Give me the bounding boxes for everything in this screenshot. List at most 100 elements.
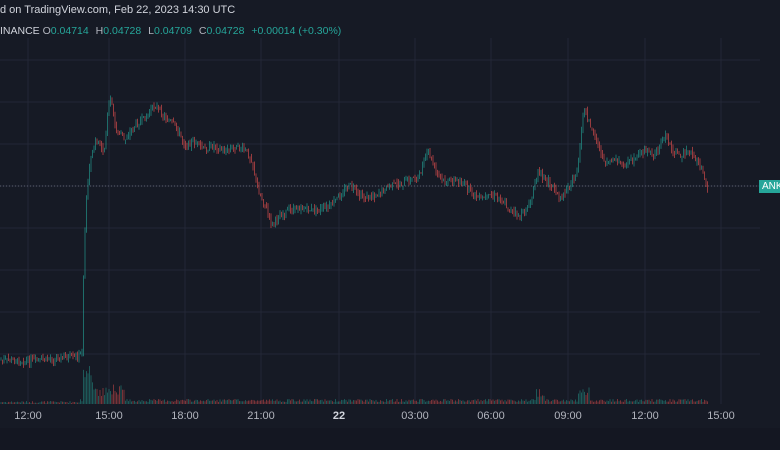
volume-bar: [396, 399, 398, 404]
volume-bar: [543, 395, 545, 404]
volume-bar: [86, 371, 87, 404]
volume-bar: [123, 389, 125, 404]
volume-bar: [149, 399, 150, 404]
volume-bar: [677, 401, 678, 404]
volume-bar: [545, 400, 546, 404]
ohlc-legend: INANCE O0.04714 H0.04728 L0.04709 C0.047…: [0, 25, 341, 37]
volume-bar: [558, 401, 560, 404]
volume-bar: [185, 400, 186, 404]
volume-bar: [528, 400, 530, 404]
volume-bar: [611, 401, 612, 404]
volume-bar: [305, 400, 306, 404]
volume-bar: [285, 401, 287, 404]
volume-bar: [80, 399, 81, 404]
volume-bar: [108, 389, 110, 404]
volume-bar: [41, 401, 42, 404]
volume-bar: [138, 400, 140, 404]
volume-bar: [533, 399, 534, 404]
volume-bar: [539, 389, 540, 404]
price-chart[interactable]: [0, 0, 780, 404]
volume-bar: [14, 402, 15, 404]
volume-bar: [486, 401, 488, 404]
volume-bar: [183, 400, 185, 404]
volume-bar: [366, 399, 368, 404]
volume-bar: [557, 399, 558, 404]
volume-bar: [198, 401, 200, 404]
volume-bar: [17, 401, 18, 404]
volume-bar: [407, 401, 408, 404]
volume-bar: [165, 401, 167, 404]
volume-bar: [353, 400, 354, 404]
volume-bar: [422, 399, 423, 404]
volume-bar: [255, 401, 257, 404]
volume-bar: [674, 400, 675, 404]
volume-bar: [59, 402, 60, 404]
volume-bar: [107, 392, 108, 404]
close-value: 0.04728: [206, 25, 245, 37]
volume-bar: [578, 393, 579, 404]
volume-bar: [206, 400, 207, 404]
volume-bar: [167, 400, 168, 404]
volume-bar: [468, 400, 470, 404]
volume-bar: [552, 399, 554, 404]
volume-bar: [707, 401, 708, 404]
volume-bar: [237, 399, 239, 404]
volume-bar: [276, 399, 278, 404]
volume-bar: [632, 401, 633, 404]
volume-bar: [641, 399, 642, 404]
open-label: O: [42, 25, 51, 37]
volume-bar: [467, 400, 468, 404]
volume-bar: [443, 399, 444, 404]
volume-bar: [404, 401, 405, 404]
volume-bar: [348, 399, 350, 404]
volume-bar: [131, 401, 132, 404]
volume-bar: [60, 401, 62, 404]
volume-bar: [605, 401, 606, 404]
volume-bar: [549, 401, 551, 404]
time-tick: 09:00: [554, 410, 582, 422]
volume-bar: [209, 400, 210, 404]
volume-bar: [393, 401, 395, 404]
volume-bar: [482, 401, 483, 404]
volume-bar: [192, 401, 194, 404]
volume-bar: [263, 399, 264, 404]
volume-bar: [444, 399, 446, 404]
time-tick: 21:00: [247, 410, 275, 422]
volume-bar: [323, 401, 324, 404]
volume-bar: [432, 399, 434, 404]
volume-bar: [135, 401, 137, 404]
volume-bar: [516, 401, 518, 404]
volume-bar: [146, 401, 147, 404]
volume-bar: [246, 401, 248, 404]
volume-bar: [449, 400, 450, 404]
volume-bar: [410, 400, 411, 404]
volume-bar: [570, 399, 572, 404]
volume-bar: [392, 399, 393, 404]
volume-bar: [147, 401, 149, 404]
volume-bar: [266, 399, 267, 404]
volume-bar: [630, 401, 632, 404]
volume-bar: [290, 400, 291, 404]
time-tick: 22: [332, 410, 346, 422]
volume-bar: [143, 401, 144, 404]
volume-bar: [548, 399, 549, 404]
volume-bar: [431, 400, 432, 404]
volume-bar: [408, 399, 410, 404]
volume-bar: [201, 401, 203, 404]
volume-bar: [116, 392, 117, 404]
volume-bar: [360, 399, 362, 404]
volume-bar: [269, 399, 270, 404]
volume-bar: [321, 399, 323, 404]
volume-bar: [83, 369, 84, 404]
volume-bar: [27, 402, 29, 404]
volume-bar: [620, 400, 621, 404]
volume-bar: [375, 399, 377, 404]
time-axis[interactable]: 12:00 15:00 18:00 21:00 22 03:00 06:00 0…: [0, 404, 780, 428]
volume-bar: [474, 399, 476, 404]
volume-bar: [638, 401, 639, 404]
volume-bar: [180, 400, 182, 404]
volume-bar: [452, 399, 453, 404]
volume-bar: [524, 400, 525, 404]
volume-bar: [654, 401, 656, 404]
